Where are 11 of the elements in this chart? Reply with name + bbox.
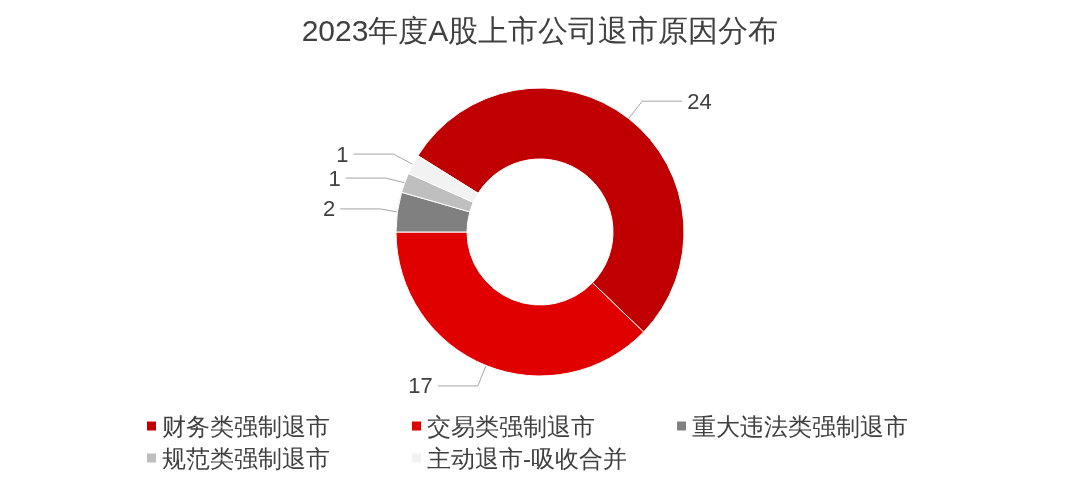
chart-title: 2023年度A股上市公司退市原因分布 (301, 13, 779, 47)
legend-label: 主动退市-吸收合并 (427, 444, 627, 472)
legend-label: 交易类强制退市 (427, 412, 595, 440)
data-label: 1 (336, 141, 349, 167)
data-label: 2 (322, 196, 336, 222)
data-label: 17 (408, 373, 433, 399)
data-label: 1 (328, 165, 341, 191)
legend-label: 重大违法类强制退市 (692, 412, 908, 440)
legend-label: 财务类强制退市 (162, 412, 330, 440)
legend-label: 规范类强制退市 (162, 444, 330, 472)
data-label: 24 (687, 88, 712, 114)
